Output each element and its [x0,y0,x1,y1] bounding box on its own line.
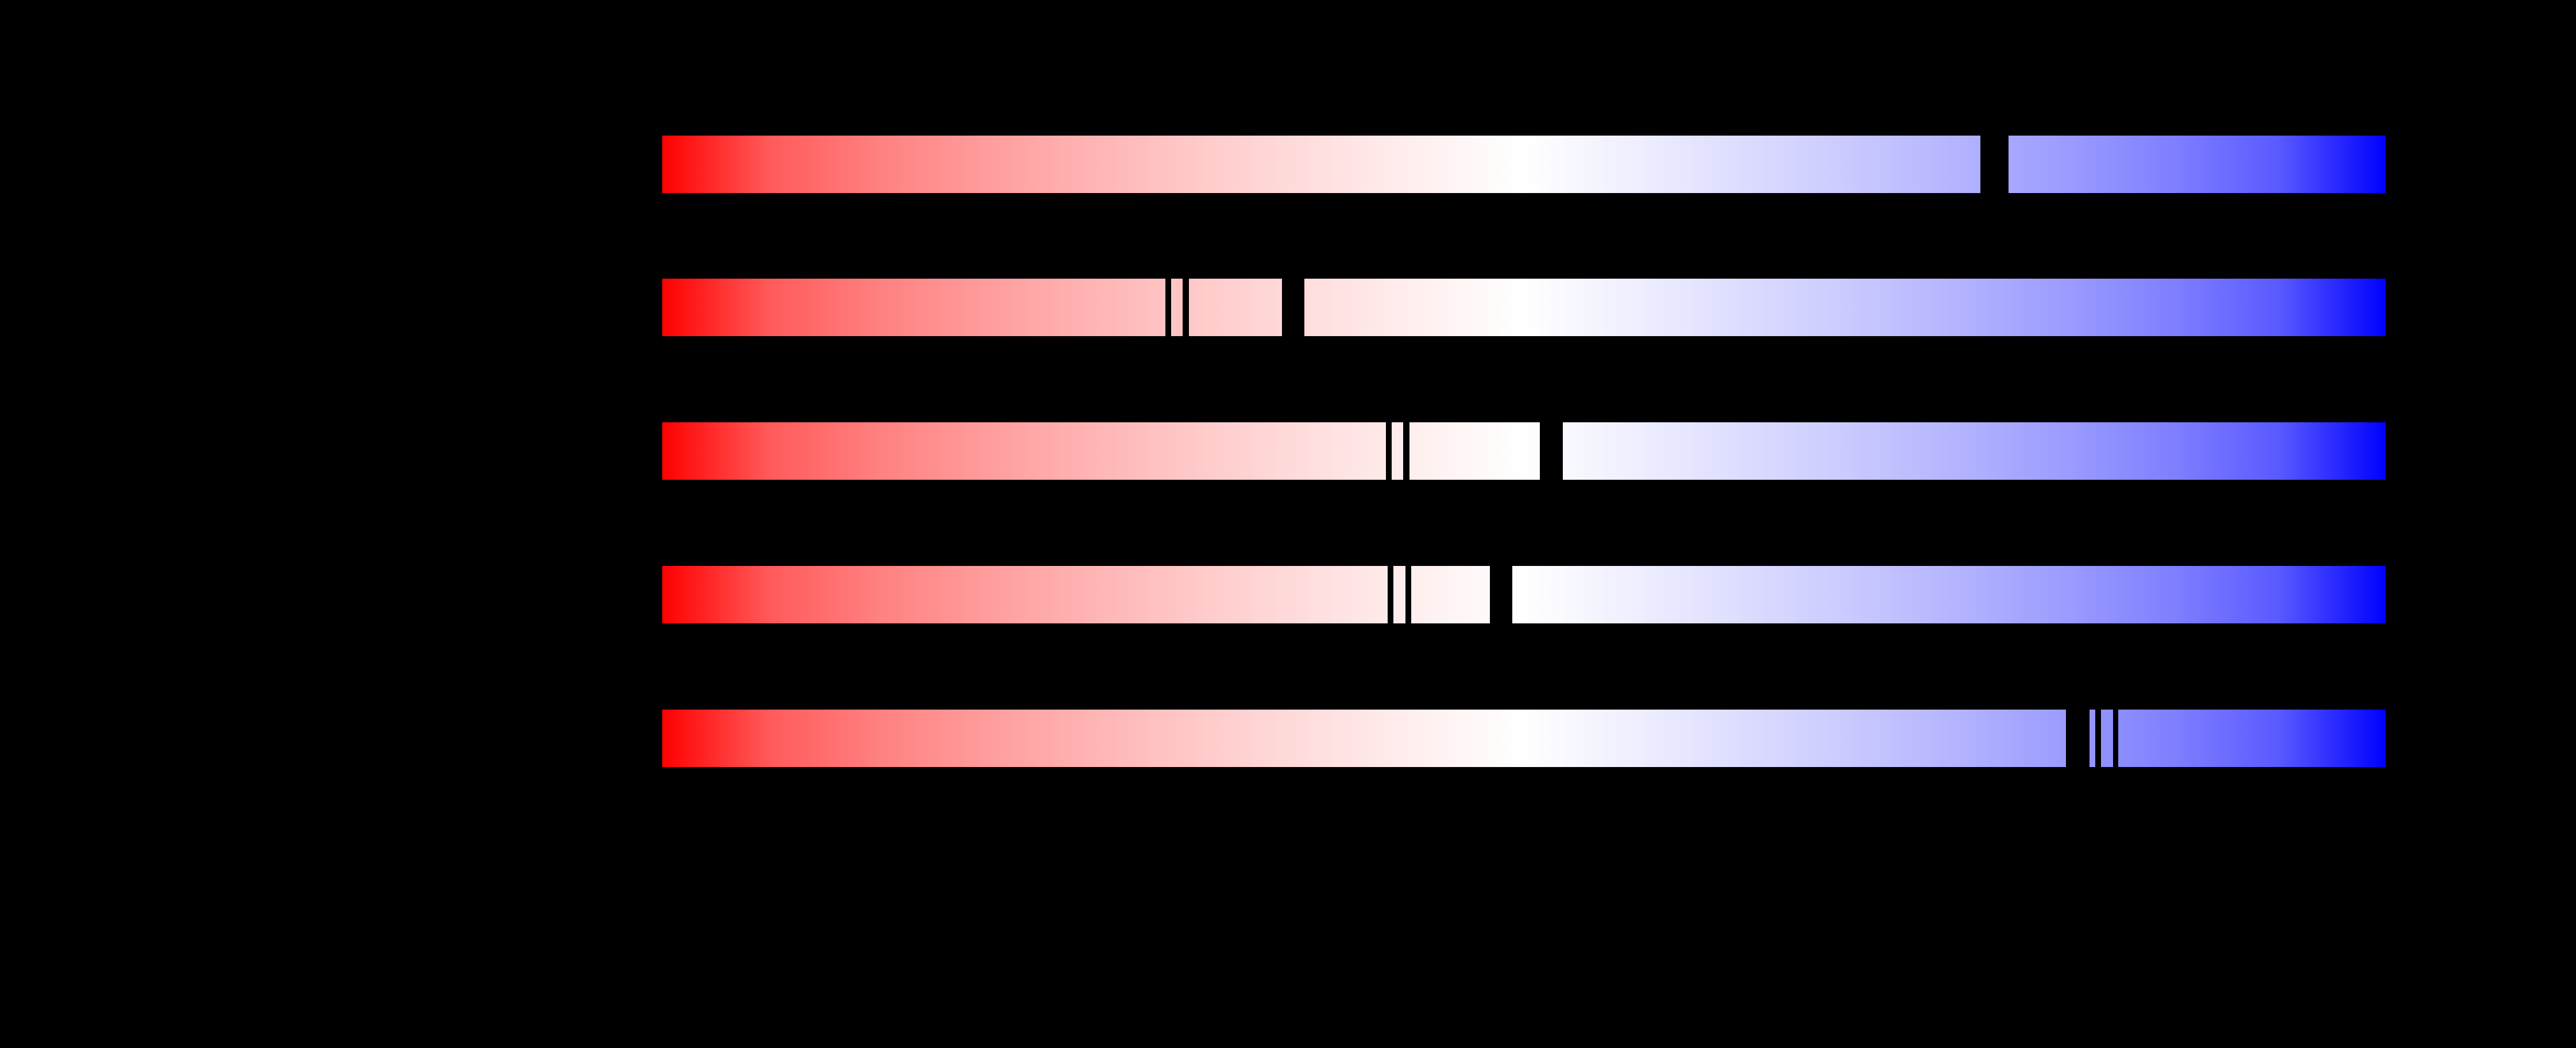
bar-3-gap [1540,422,1563,480]
gradient-bar-2 [662,278,2386,337]
bar-4-gap [1405,565,1411,624]
gradient-bar-4 [662,565,2386,624]
bar-5-gap [2095,709,2101,768]
bar-5-gap [2066,709,2090,768]
bar-5-gap [2113,709,2118,768]
bar-2-gap [1183,278,1189,337]
bar-2-gap [1282,278,1304,337]
bar-1-gap [1980,135,2009,194]
bar-3-gap [1403,422,1409,480]
gradient-bar-5 [662,709,2386,768]
gradient-bar-3 [662,422,2386,480]
bar-3-gap [1386,422,1392,480]
bar-4-gap [1490,565,1512,624]
bar-2-gap [1165,278,1171,337]
bar-4-gap [1388,565,1393,624]
gradient-bar-1 [662,135,2386,194]
